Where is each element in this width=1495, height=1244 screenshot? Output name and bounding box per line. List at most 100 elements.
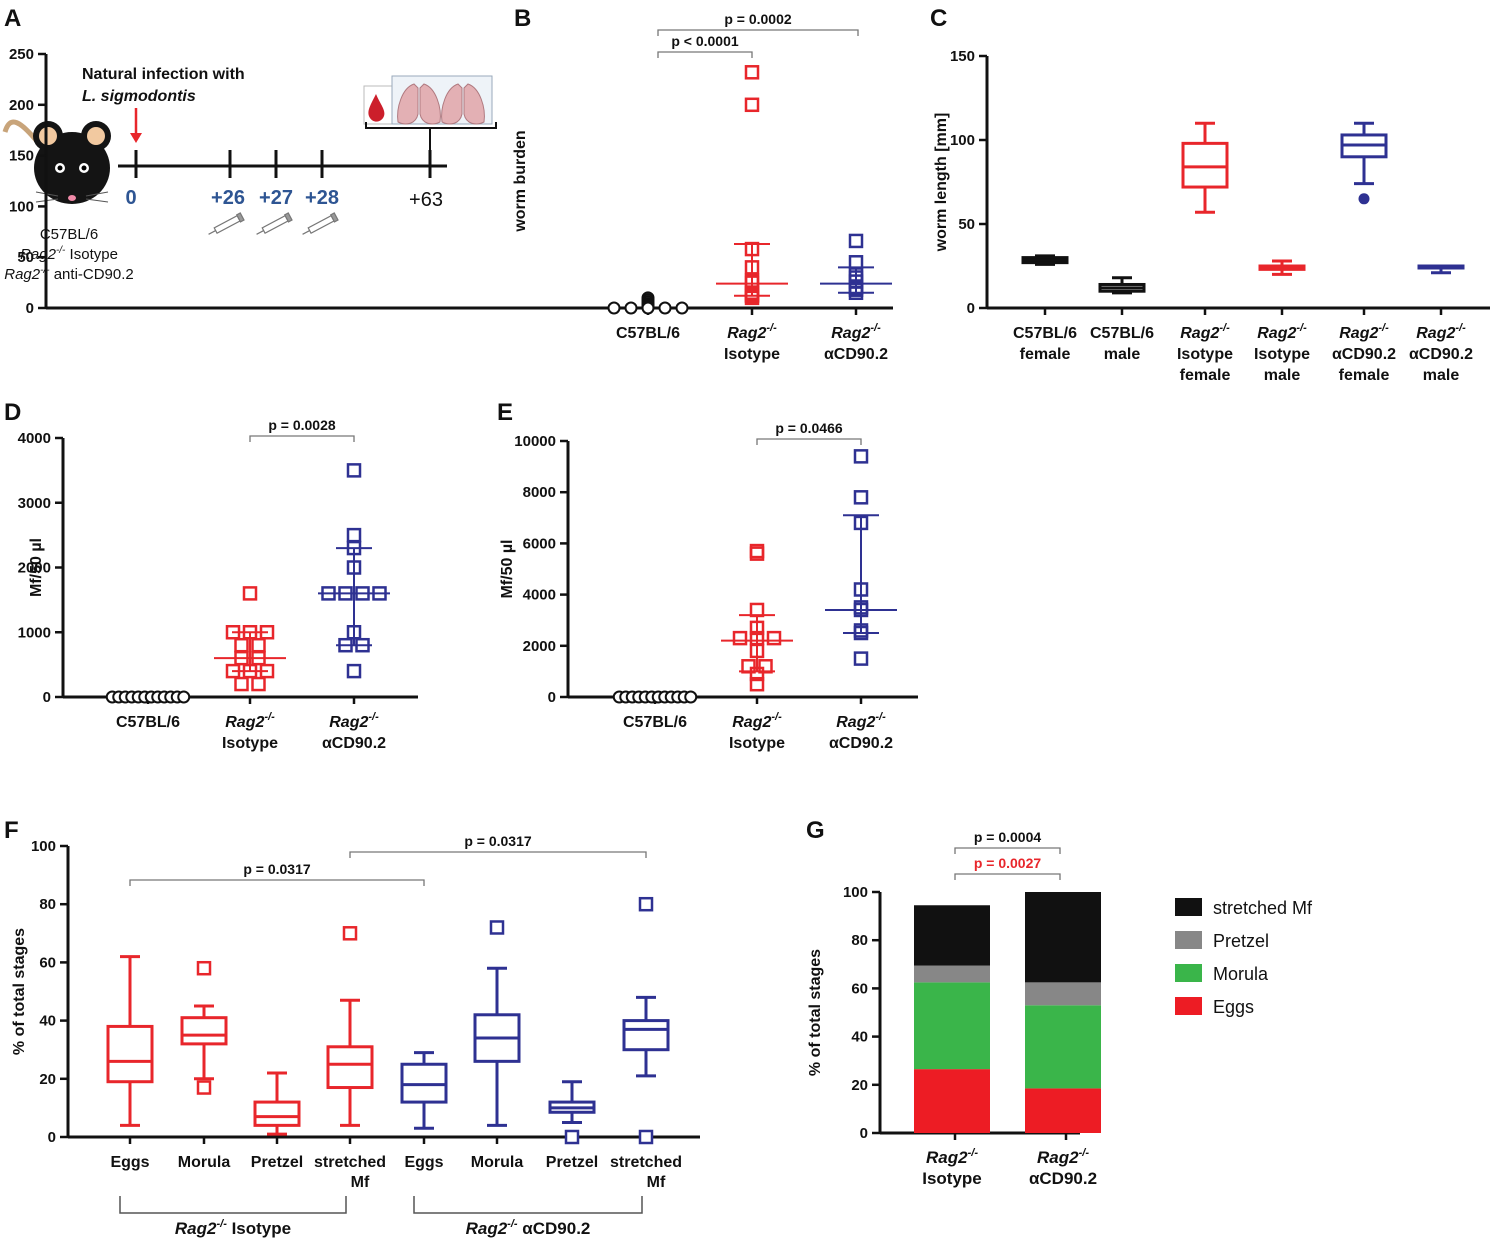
y-tick-label: 250 bbox=[9, 46, 34, 63]
outlier-point bbox=[638, 896, 654, 912]
data-point bbox=[744, 97, 760, 113]
category-label: Mf bbox=[647, 1174, 666, 1191]
y-tick-label: 2000 bbox=[18, 560, 51, 577]
data-point bbox=[251, 637, 266, 653]
data-point bbox=[766, 630, 782, 646]
data-point bbox=[242, 586, 258, 601]
y-tick-label: 20 bbox=[39, 1071, 56, 1088]
data-point bbox=[848, 233, 864, 249]
y-axis-label-e: Mf/50 µl bbox=[499, 539, 516, 598]
group-bracket bbox=[413, 1196, 643, 1214]
data-point bbox=[744, 65, 760, 80]
y-tick-label: 0 bbox=[26, 300, 34, 317]
outlier-point bbox=[342, 926, 358, 941]
significance-bracket bbox=[349, 851, 647, 858]
y-tick-label: 10000 bbox=[514, 433, 556, 450]
category-label: Morula bbox=[471, 1154, 524, 1171]
y-tick-label: 3000 bbox=[18, 495, 51, 512]
y-tick-label: 100 bbox=[950, 132, 975, 149]
data-point bbox=[749, 676, 765, 692]
timepoint-28: +28 bbox=[305, 187, 339, 209]
data-point bbox=[607, 301, 621, 315]
panel-g-chart: 0 20 40 60 80 100 % of total stages G Rag2-/- Iso… bbox=[806, 817, 1313, 1188]
group-label-rag2-isotype: Rag2-/- Isotype bbox=[20, 245, 118, 263]
infection-arrow-icon bbox=[130, 108, 142, 143]
data-point bbox=[675, 301, 689, 315]
y-axis-label-d: Mf/50 µl bbox=[28, 538, 45, 597]
category-label: Rag2-/- bbox=[732, 711, 782, 731]
panel-label-g: G bbox=[806, 817, 825, 844]
category-label: Rag2-/- bbox=[225, 711, 275, 731]
y-tick-label: 150 bbox=[950, 48, 975, 65]
category-label: αCD90.2 bbox=[322, 735, 386, 752]
category-label: αCD90.2 bbox=[1332, 346, 1396, 363]
category-label: male bbox=[1264, 367, 1301, 384]
data-point bbox=[684, 690, 698, 704]
infection-species: L. sigmodontis bbox=[82, 88, 196, 105]
category-label: Rag2-/- bbox=[1180, 322, 1230, 342]
significance-bracket bbox=[129, 879, 425, 886]
y-tick-label: 0 bbox=[48, 1129, 56, 1146]
y-tick-label: 100 bbox=[31, 838, 56, 855]
data-point bbox=[346, 663, 362, 679]
category-label: αCD90.2 bbox=[1029, 1169, 1097, 1188]
category-label: C57BL/6 bbox=[616, 325, 680, 342]
y-axis-label-b: worm burden bbox=[512, 130, 529, 232]
y-tick-label: 8000 bbox=[523, 484, 556, 501]
category-label: αCD90.2 bbox=[829, 735, 893, 752]
data-point bbox=[177, 690, 191, 704]
category-label: Pretzel bbox=[546, 1154, 598, 1171]
y-tick-label: 20 bbox=[851, 1077, 868, 1094]
y-tick-label: 40 bbox=[39, 1013, 56, 1030]
category-label: C57BL/6 bbox=[116, 714, 180, 731]
legend-label: stretched Mf bbox=[1213, 898, 1313, 918]
box bbox=[1181, 141, 1229, 189]
category-label: Isotype bbox=[1177, 346, 1233, 363]
y-tick-label: 150 bbox=[9, 148, 34, 165]
legend-label: Eggs bbox=[1213, 997, 1254, 1017]
group-label-rag2-anticd90: Rag2-/- anti-CD90.2 bbox=[4, 265, 134, 283]
legend-label: Pretzel bbox=[1213, 931, 1269, 951]
group-label: Rag2-/- αCD90.2 bbox=[466, 1218, 591, 1238]
legend-swatch bbox=[1175, 997, 1202, 1015]
category-label: Rag2-/- bbox=[831, 322, 881, 342]
timepoint-26: +26 bbox=[211, 187, 245, 209]
data-point bbox=[853, 651, 869, 666]
data-point bbox=[658, 301, 672, 315]
category-label: Rag2-/- bbox=[329, 711, 379, 731]
y-tick-label: 100 bbox=[843, 884, 868, 901]
group-label: Rag2-/- Isotype bbox=[175, 1218, 291, 1238]
category-label: C57BL/6 bbox=[623, 714, 687, 731]
data-point bbox=[853, 449, 869, 464]
bar-segment-pretzel bbox=[914, 965, 990, 983]
outlier-point bbox=[489, 920, 505, 935]
y-tick-label: 60 bbox=[851, 980, 868, 997]
category-label: Isotype bbox=[222, 735, 278, 752]
p-value-label: p = 0.0466 bbox=[775, 420, 843, 436]
legend-swatch bbox=[1175, 964, 1202, 982]
group-label-c57bl6: C57BL/6 bbox=[40, 226, 98, 243]
category-label: C57BL/6 bbox=[1090, 325, 1154, 342]
bar-segment-morula bbox=[1025, 1005, 1101, 1089]
bar-segment-morula bbox=[914, 982, 990, 1070]
y-tick-label: 0 bbox=[548, 689, 556, 706]
panel-label-b: B bbox=[514, 5, 531, 32]
y-axis-label-c: worm length [mm] bbox=[933, 113, 950, 253]
y-tick-label: 0 bbox=[860, 1125, 868, 1142]
y-tick-label: 6000 bbox=[523, 535, 556, 552]
data-point bbox=[853, 490, 869, 505]
y-axis-label-f: % of total stages bbox=[11, 928, 28, 1055]
category-label: Rag2-/- bbox=[1339, 322, 1389, 342]
outlier-point bbox=[564, 1129, 580, 1145]
category-label: stretched bbox=[314, 1154, 386, 1171]
category-label: Isotype bbox=[922, 1169, 982, 1188]
panel-b-chart: 0 50 100 150 200 250 worm burden B C57BL/6 Rag2-/… bbox=[9, 5, 893, 363]
category-label: Rag2-/- bbox=[1416, 322, 1466, 342]
legend-swatch bbox=[1175, 898, 1202, 916]
y-tick-label: 0 bbox=[967, 300, 975, 317]
data-point bbox=[234, 676, 249, 692]
p-value-label: p = 0.0027 bbox=[974, 855, 1042, 871]
y-tick-label: 200 bbox=[9, 97, 34, 114]
box bbox=[326, 1045, 374, 1090]
y-tick-label: 50 bbox=[958, 216, 975, 233]
